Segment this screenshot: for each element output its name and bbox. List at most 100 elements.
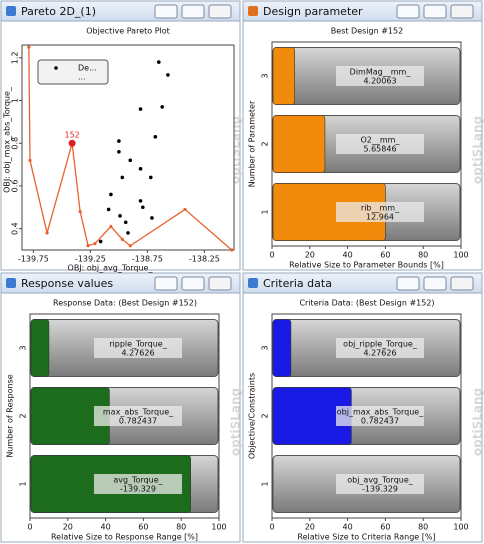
legend-label: De... bbox=[78, 64, 97, 73]
bar-label-value: 0.782437 bbox=[119, 417, 157, 426]
bar-label-name: rib__mm_ bbox=[361, 204, 400, 213]
design-point bbox=[109, 192, 113, 197]
design-point bbox=[118, 214, 122, 218]
design-point bbox=[138, 167, 143, 171]
panel-icon bbox=[6, 278, 16, 288]
panel-title: Pareto 2D_(1) bbox=[21, 5, 96, 18]
title-bar bbox=[242, 0, 483, 22]
y-tick-label: 3 bbox=[19, 345, 28, 350]
panel-title: Design parameter bbox=[263, 5, 363, 18]
design-point bbox=[128, 158, 133, 163]
legend-marker bbox=[54, 66, 58, 70]
y-axis-label: Objective/Constraints bbox=[248, 373, 257, 459]
bar-label-box bbox=[336, 406, 424, 426]
panel-icon bbox=[6, 6, 16, 16]
y-tick-label: 1 bbox=[261, 209, 270, 214]
highlight-point bbox=[68, 139, 76, 147]
y-tick-label: 2 bbox=[261, 141, 270, 146]
bar-label-box bbox=[336, 134, 424, 154]
y-axis-label: Number of Parameter bbox=[248, 100, 257, 187]
design-point bbox=[166, 73, 170, 77]
panel-watermark: optiSLang bbox=[471, 388, 484, 456]
window-button[interactable] bbox=[154, 4, 178, 19]
panel-title: Criteria data bbox=[263, 277, 332, 290]
window-button[interactable] bbox=[208, 4, 232, 19]
bar-label-box bbox=[94, 338, 182, 358]
x-tick-label: 80 bbox=[418, 523, 428, 532]
design-point bbox=[150, 216, 154, 220]
x-tick-label: 80 bbox=[418, 251, 428, 260]
y-tick-label: 3 bbox=[261, 345, 270, 350]
y-tick-label: 0.8 bbox=[11, 137, 20, 150]
bar bbox=[272, 319, 292, 377]
x-tick-label: 80 bbox=[176, 523, 186, 532]
y-tick-label: 1 bbox=[11, 98, 20, 103]
bar-label-box bbox=[94, 474, 182, 494]
bar-label-name: obj_avg_Torque_ bbox=[347, 476, 414, 485]
window-button[interactable] bbox=[154, 276, 178, 291]
title-bar bbox=[242, 272, 483, 294]
window-button[interactable] bbox=[450, 276, 474, 291]
pareto-point bbox=[128, 244, 132, 248]
bar-label-box bbox=[94, 406, 182, 426]
design-point bbox=[126, 231, 130, 235]
design-point bbox=[141, 205, 145, 210]
bar-label-box bbox=[336, 338, 424, 358]
x-tick-label: 100 bbox=[211, 523, 226, 532]
panel-watermark: optiSLang bbox=[471, 116, 484, 184]
window-button[interactable] bbox=[181, 4, 205, 19]
y-tick-label: 0.4 bbox=[11, 222, 20, 235]
design-point bbox=[138, 107, 143, 111]
bar-label-value: 4.20063 bbox=[363, 77, 396, 86]
window-button[interactable] bbox=[181, 276, 205, 291]
x-axis-label: Relative Size to Response Range [%] bbox=[51, 533, 198, 542]
y-tick-label: 1 bbox=[19, 481, 28, 486]
bar bbox=[30, 319, 50, 377]
window-button[interactable] bbox=[423, 276, 447, 291]
design-point bbox=[148, 175, 153, 180]
x-tick-label: -139.75 bbox=[18, 255, 49, 264]
panel: Response values optiSLang Response Data: (… bbox=[0, 272, 243, 543]
x-tick-label: 20 bbox=[63, 523, 73, 532]
y-tick-label: 1 bbox=[261, 481, 270, 486]
pareto-point bbox=[109, 224, 113, 229]
highlight-label: 152 bbox=[65, 131, 80, 140]
bar bbox=[272, 115, 326, 173]
design-point bbox=[160, 105, 164, 109]
x-tick-label: 40 bbox=[101, 523, 111, 532]
x-tick-label: 0 bbox=[269, 523, 274, 532]
y-tick-label: 3 bbox=[261, 73, 270, 78]
bar-label-name: obj_max_abs_Torque_ bbox=[337, 408, 424, 417]
window-button[interactable] bbox=[208, 276, 232, 291]
pareto-point bbox=[86, 244, 90, 248]
bar-label-value: 12.964 bbox=[366, 213, 394, 222]
x-tick-label: -139.25 bbox=[75, 255, 106, 264]
pareto-point bbox=[28, 158, 32, 162]
window-button[interactable] bbox=[396, 4, 420, 19]
bar bbox=[272, 47, 295, 105]
design-point bbox=[153, 135, 158, 139]
window-button[interactable] bbox=[423, 4, 447, 19]
x-tick-label: 60 bbox=[138, 523, 148, 532]
bar-label-name: max_abs_Torque_ bbox=[103, 408, 174, 417]
y-tick-label: 1.2 bbox=[11, 51, 20, 64]
y-axis-label: Number of Response bbox=[6, 374, 15, 457]
bar-label-name: avg_Torque_ bbox=[113, 476, 163, 485]
pareto-point bbox=[120, 237, 124, 241]
y-tick-label: 0.6 bbox=[11, 180, 20, 193]
window-button[interactable] bbox=[396, 276, 420, 291]
bar-label-box bbox=[336, 66, 424, 86]
window-button[interactable] bbox=[450, 4, 474, 19]
legend-box bbox=[37, 59, 109, 85]
bar-label-name: ripple_Torque_ bbox=[109, 340, 167, 349]
bar-label-name: DimMag__mm_ bbox=[350, 68, 412, 77]
title-bar bbox=[0, 0, 241, 22]
x-tick-label: 40 bbox=[343, 523, 353, 532]
bar-label-name: obj_ripple_Torque_ bbox=[343, 340, 418, 349]
chart-title: Objective Pareto Plot bbox=[86, 27, 170, 36]
chart-title: Response Data: (Best Design #152) bbox=[53, 299, 197, 308]
design-point bbox=[123, 220, 128, 225]
x-tick-label: 20 bbox=[305, 523, 315, 532]
pareto-point bbox=[45, 231, 49, 235]
